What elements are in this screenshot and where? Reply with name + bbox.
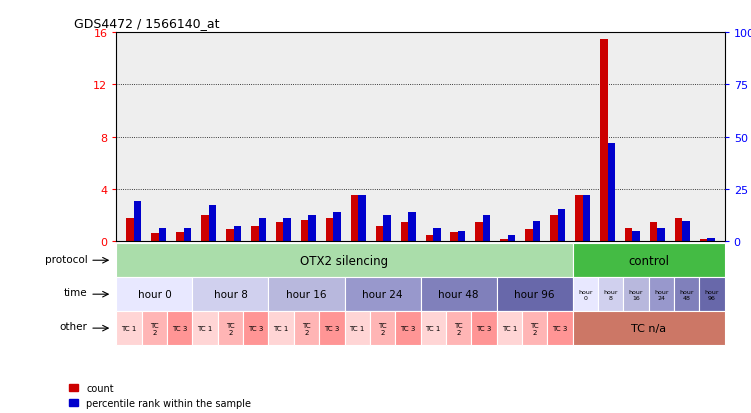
Text: TC 1: TC 1: [122, 325, 137, 331]
Bar: [675, 218, 683, 242]
Bar: [209, 205, 216, 242]
Text: TC 3: TC 3: [552, 325, 568, 331]
Bar: [383, 216, 391, 242]
Bar: [657, 228, 665, 242]
Text: TC 3: TC 3: [400, 325, 415, 331]
Bar: [583, 196, 590, 242]
Text: TC 3: TC 3: [476, 325, 492, 331]
Bar: [176, 233, 184, 242]
Text: hour
96: hour 96: [704, 289, 719, 300]
Text: hour 8: hour 8: [213, 290, 247, 299]
Bar: [309, 216, 316, 242]
Bar: [158, 228, 166, 242]
Bar: [625, 228, 632, 242]
Bar: [201, 216, 209, 242]
Bar: [134, 202, 141, 242]
Text: TC n/a: TC n/a: [631, 323, 666, 333]
Text: TC
2: TC 2: [454, 322, 463, 335]
Text: TC 3: TC 3: [172, 325, 188, 331]
Text: TC 3: TC 3: [248, 325, 264, 331]
Bar: [301, 221, 309, 242]
Text: hour 24: hour 24: [362, 290, 403, 299]
Text: hour
24: hour 24: [654, 289, 668, 300]
Bar: [483, 216, 490, 242]
Text: hour 16: hour 16: [286, 290, 327, 299]
Bar: [326, 218, 333, 242]
Text: hour
16: hour 16: [629, 289, 644, 300]
Bar: [126, 218, 134, 242]
Bar: [433, 228, 441, 242]
Text: TC
2: TC 2: [150, 322, 158, 335]
Legend: count, percentile rank within the sample: count, percentile rank within the sample: [68, 383, 251, 408]
Bar: [351, 196, 358, 242]
Text: other: other: [59, 322, 88, 332]
Text: hour
0: hour 0: [578, 289, 593, 300]
Bar: [700, 240, 707, 242]
Text: TC 1: TC 1: [273, 325, 289, 331]
Bar: [632, 231, 640, 242]
Bar: [333, 212, 341, 242]
Text: TC 3: TC 3: [324, 325, 339, 331]
Bar: [532, 222, 540, 242]
Bar: [650, 222, 657, 242]
Bar: [358, 196, 366, 242]
Bar: [508, 235, 515, 242]
Bar: [276, 222, 283, 242]
Text: TC
2: TC 2: [302, 322, 311, 335]
Bar: [283, 218, 291, 242]
Bar: [550, 216, 558, 242]
Bar: [258, 218, 266, 242]
Bar: [707, 238, 715, 242]
Text: control: control: [628, 254, 669, 267]
Bar: [426, 235, 433, 242]
Bar: [234, 226, 241, 242]
Bar: [683, 222, 690, 242]
Text: time: time: [64, 288, 88, 298]
Bar: [226, 230, 234, 242]
Bar: [608, 144, 615, 242]
Text: OTX2 silencing: OTX2 silencing: [300, 254, 388, 267]
Text: TC 1: TC 1: [198, 325, 213, 331]
Bar: [575, 196, 583, 242]
Text: hour 0: hour 0: [137, 290, 171, 299]
Bar: [400, 222, 408, 242]
Bar: [408, 212, 415, 242]
Bar: [558, 209, 566, 242]
Text: GDS4472 / 1566140_at: GDS4472 / 1566140_at: [74, 17, 220, 29]
Bar: [376, 226, 383, 242]
Bar: [251, 226, 258, 242]
Bar: [458, 231, 466, 242]
Text: hour
8: hour 8: [603, 289, 618, 300]
Text: TC 1: TC 1: [349, 325, 365, 331]
Text: TC
2: TC 2: [530, 322, 539, 335]
Bar: [600, 40, 608, 242]
Text: protocol: protocol: [45, 254, 88, 264]
Text: TC
2: TC 2: [379, 322, 387, 335]
Text: TC 1: TC 1: [502, 325, 517, 331]
Text: TC
2: TC 2: [226, 322, 235, 335]
Text: TC 1: TC 1: [426, 325, 441, 331]
Bar: [184, 228, 192, 242]
Bar: [525, 230, 532, 242]
Text: hour 48: hour 48: [439, 290, 479, 299]
Bar: [500, 240, 508, 242]
Bar: [151, 234, 158, 242]
Bar: [451, 233, 458, 242]
Text: hour 96: hour 96: [514, 290, 555, 299]
Bar: [475, 222, 483, 242]
Text: hour
48: hour 48: [680, 289, 694, 300]
